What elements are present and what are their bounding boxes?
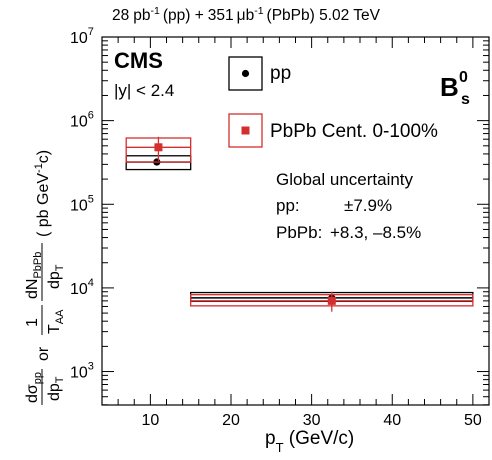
legend: pp PbPb Cent. 0-100% [228,56,438,148]
x-axis-title-main: p [265,428,276,449]
legend-marker-pbpb [241,126,250,135]
axis-ticks [102,36,490,406]
y-tick-exp: 3 [88,361,94,373]
x-tick-label: 50 [464,412,482,429]
rapidity-cut-label: |y| < 2.4 [114,81,174,100]
header-lumi-pbpb-exp: -1 [254,5,263,17]
y-tick-exp: 4 [88,277,94,289]
particle-sup: 0 [459,69,468,86]
particle-base: B [440,72,459,102]
header-lumi-pbpb-unit: μb [237,7,255,24]
x-tick-label: 20 [222,412,240,429]
point-pbpb [327,296,336,305]
x-axis-title-sub: T [276,440,284,455]
header-lumi-pp: 28 [112,7,129,24]
y-tick-base: 10 [70,365,88,382]
x-tick-labels: 10 20 30 40 50 [141,412,481,429]
y-tick-label: 107 [70,26,94,47]
particle-sub: s [461,91,470,108]
y-tick-exp: 7 [88,26,94,38]
header-lumi-pp-exp: -1 [150,5,159,17]
legend-marker-pp [241,69,250,78]
y-tick-base: 10 [70,281,88,298]
header-lumi-pp-label: (pp) + [163,7,204,24]
y-tick-base: 10 [70,197,88,214]
y-pbpb-den: dpT [46,264,66,289]
point-pbpb [154,143,163,152]
uncertainty-pbpb-label: PbPb: [276,223,322,242]
legend-box-pp [228,56,263,91]
x-tick-label: 40 [383,412,401,429]
y-unit: ( pb GeV-1c) [33,150,52,237]
y-tick-exp: 6 [88,110,94,122]
uncertainty-pp-label: pp: [276,196,300,215]
y-pp-num: dσpp [24,372,44,403]
header-lumi-pbpb-label: (PbPb) 5.02 TeV [267,7,381,24]
uncertainty-pp-value: ±7.9% [344,196,392,215]
y-tick-label: 106 [70,110,94,131]
legend-label-pbpb: PbPb Cent. 0-100% [270,121,438,142]
y-tick-label: 104 [70,277,94,298]
uncertainty-title: Global uncertainty [276,170,414,189]
y-pp-den: dpT [46,376,66,401]
y-or: or [35,346,52,361]
chart-header: 28 pb-1 (pp) +351 μb-1 (PbPb) 5.02 TeV [112,5,381,24]
y-axis-title: dσpp dpT or 1 TAA dNPbPb dpT ( pb GeV-1c… [24,150,66,405]
uncertainty-block: Global uncertainty pp: ±7.9% PbPb: +8.3,… [276,170,421,242]
legend-label-pp: pp [270,63,291,84]
particle-label: B [440,72,459,102]
x-tick-label: 30 [303,412,321,429]
y-tick-label: 105 [70,193,94,214]
header-lumi-pbpb: 351 [208,7,234,24]
x-axis-title: pT (GeV/c) [265,428,354,455]
y-tick-base: 10 [70,114,88,131]
experiment-label: CMS [114,48,163,73]
uncertainty-pbpb-value: +8.3, –8.5% [330,223,421,242]
y-taa-den: TAA [46,309,66,334]
x-tick-label: 10 [141,412,159,429]
data-marks [125,136,474,312]
y-pbpb-num: dNPbPb [24,252,44,299]
x-axis-title-unit: (GeV/c) [284,428,355,449]
y-tick-base: 10 [70,30,88,47]
header-lumi-pp-unit: pb [133,7,150,24]
y-tick-label: 103 [70,361,94,382]
y-tick-exp: 5 [88,193,94,205]
y-taa-num: 1 [24,318,41,327]
legend-box-pbpb [228,113,263,148]
